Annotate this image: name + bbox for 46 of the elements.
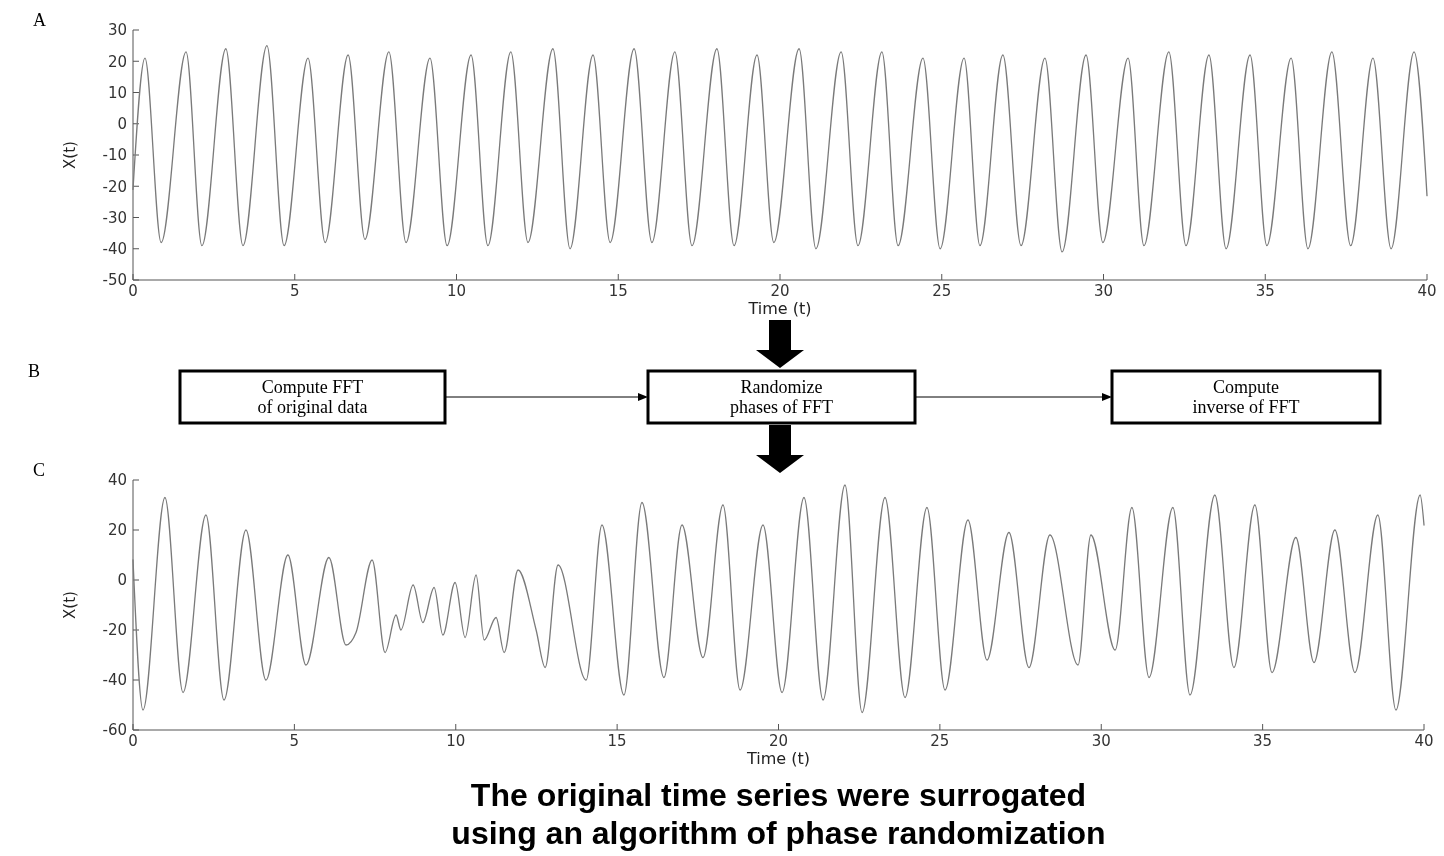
x-axis-title: Time (t) xyxy=(746,749,810,768)
x-tick-label: 10 xyxy=(446,732,466,750)
x-axis-title: Time (t) xyxy=(747,299,812,318)
x-tick-label: 30 xyxy=(1091,732,1111,750)
x-tick-label: 15 xyxy=(607,732,627,750)
y-tick-label: -10 xyxy=(102,146,127,165)
y-tick-label: -40 xyxy=(102,240,127,258)
y-axis-title: X(t) xyxy=(61,141,79,169)
text: Randomize phases of FFT xyxy=(730,377,833,417)
x-tick-label: 0 xyxy=(128,282,138,300)
text: The original time series were surrogated using an algorithm of phase randomization xyxy=(451,777,1106,851)
y-axis-title: X(t) xyxy=(61,591,79,619)
y-tick-label: 20 xyxy=(107,521,127,540)
y-tick-label: 10 xyxy=(107,83,127,102)
y-tick-label: -50 xyxy=(102,271,127,290)
y-tick-label: 0 xyxy=(117,115,127,133)
chart-title: A xyxy=(33,10,46,30)
x-tick-label: 25 xyxy=(930,732,950,750)
x-tick-label: 20 xyxy=(770,282,790,300)
text: B xyxy=(28,361,41,381)
y-tick-label: 30 xyxy=(107,21,127,40)
x-tick-label: 10 xyxy=(446,282,467,300)
y-tick-label: -30 xyxy=(102,208,127,227)
x-tick-label: 30 xyxy=(1093,282,1114,300)
y-tick-label: 0 xyxy=(117,571,127,590)
x-tick-label: 0 xyxy=(128,732,138,750)
x-tick-label: 20 xyxy=(768,732,789,750)
y-tick-label: -60 xyxy=(102,721,127,740)
y-tick-label: 20 xyxy=(107,52,127,71)
x-tick-label: 35 xyxy=(1253,732,1273,750)
x-tick-label: 35 xyxy=(1255,282,1275,300)
x-tick-label: 25 xyxy=(932,282,952,300)
x-tick-label: 5 xyxy=(289,282,300,300)
text: Compute inverse of FFT xyxy=(1192,377,1300,417)
x-tick-label: 40 xyxy=(1417,282,1437,300)
y-tick-label: -40 xyxy=(102,671,127,690)
chart-title: C xyxy=(33,460,46,480)
line-series xyxy=(132,484,1425,714)
y-tick-label: 40 xyxy=(107,471,127,490)
text: Compute FFT of original data xyxy=(257,377,368,417)
x-tick-label: 5 xyxy=(289,732,300,750)
line-series xyxy=(132,44,1428,253)
y-tick-label: -20 xyxy=(102,621,127,640)
y-tick-label: -20 xyxy=(102,177,127,196)
x-tick-label: 15 xyxy=(608,282,628,300)
x-tick-label: 40 xyxy=(1414,732,1434,750)
